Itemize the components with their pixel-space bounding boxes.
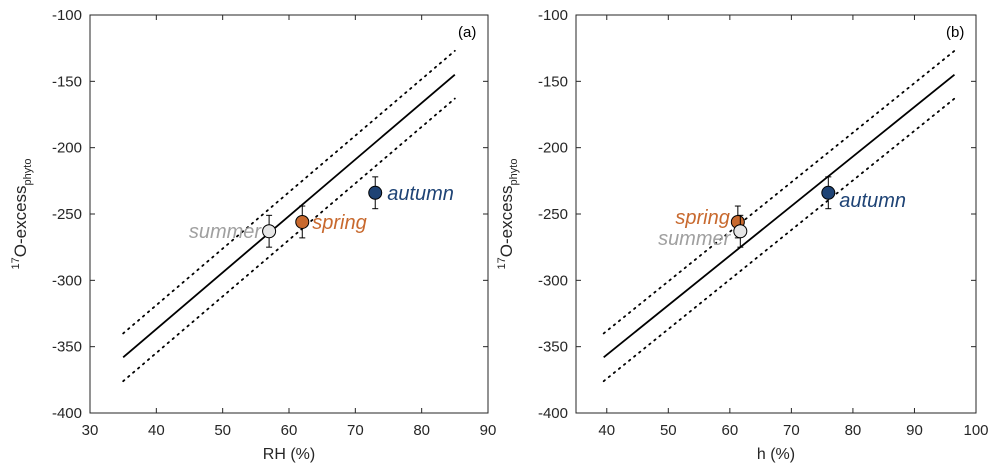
- y-tick-label: -200: [52, 140, 82, 157]
- y-tick-label: -200: [538, 140, 568, 157]
- x-tick-label: 90: [906, 422, 923, 439]
- y-axis-label: 17O-excessphyto: [10, 159, 34, 270]
- confidence-lower-line: [122, 97, 456, 383]
- x-tick-label: 40: [598, 422, 615, 439]
- y-tick-label: -300: [538, 272, 568, 289]
- y-axis-label: 17O-excessphyto: [496, 159, 520, 270]
- point-label-autumn: autumn: [839, 190, 906, 212]
- x-tick-label: 80: [413, 422, 430, 439]
- panel-label: (b): [946, 24, 964, 41]
- regression-line: [122, 74, 456, 358]
- confidence-lower-line: [602, 97, 956, 383]
- data-point-autumn: [368, 185, 383, 200]
- y-axis-label-superscript: 17: [496, 257, 508, 269]
- y-axis-label-subscript: phyto: [22, 159, 34, 186]
- x-axis-label: RH (%): [263, 446, 315, 463]
- y-tick-label: -250: [52, 206, 82, 223]
- x-tick-label: 90: [480, 422, 497, 439]
- y-tick-label: -400: [538, 405, 568, 422]
- x-tick-label: 60: [281, 422, 298, 439]
- point-label-spring: spring: [675, 207, 729, 229]
- plot-frame: [575, 14, 977, 414]
- data-point-summer: [733, 224, 748, 239]
- y-tick-label: -300: [52, 272, 82, 289]
- x-tick-label: 70: [783, 422, 800, 439]
- x-axis-label: h (%): [757, 446, 795, 463]
- x-tick-label: 30: [82, 422, 99, 439]
- data-point-spring: [295, 214, 310, 229]
- x-tick-label: 40: [148, 422, 165, 439]
- regression-line: [603, 73, 956, 358]
- chart-panel-b: 40 50 60 70 80 90 100 -100 -150 -200 -250 -300 -350 -…: [496, 7, 989, 463]
- y-tick-label: -100: [538, 7, 568, 24]
- point-label-spring: spring: [312, 212, 366, 234]
- y-axis-label-main: O-excess: [497, 185, 516, 257]
- y-tick-label: -350: [52, 339, 82, 356]
- y-axis-label-subscript: phyto: [508, 159, 520, 186]
- y-tick-label: -150: [538, 73, 568, 90]
- x-tick-label: 60: [722, 422, 739, 439]
- data-point-autumn: [821, 185, 836, 200]
- x-tick-label: 50: [214, 422, 231, 439]
- plot-frame: [89, 14, 489, 414]
- y-tick-label: -350: [538, 339, 568, 356]
- y-axis-label-main: O-excess: [11, 185, 30, 257]
- point-label-summer: summer: [658, 228, 732, 250]
- confidence-upper-line: [122, 49, 456, 335]
- y-tick-label: -100: [52, 7, 82, 24]
- y-axis-label-superscript: 17: [10, 257, 22, 269]
- x-tick-label: 100: [963, 422, 988, 439]
- data-point-summer: [262, 224, 277, 239]
- x-tick-label: 50: [660, 422, 677, 439]
- panel-label: (a): [458, 24, 476, 41]
- x-tick-label: 70: [347, 422, 364, 439]
- y-tick-label: -400: [52, 405, 82, 422]
- point-label-autumn: autumn: [387, 183, 454, 205]
- y-tick-label: -250: [538, 206, 568, 223]
- x-tick-label: 80: [845, 422, 862, 439]
- y-tick-label: -150: [52, 73, 82, 90]
- chart-panel-a: 30 40 50 60 70 80 90 -100 -150 -200 -250 -300 -350 -4…: [10, 7, 496, 463]
- point-label-summer: summer: [189, 221, 263, 243]
